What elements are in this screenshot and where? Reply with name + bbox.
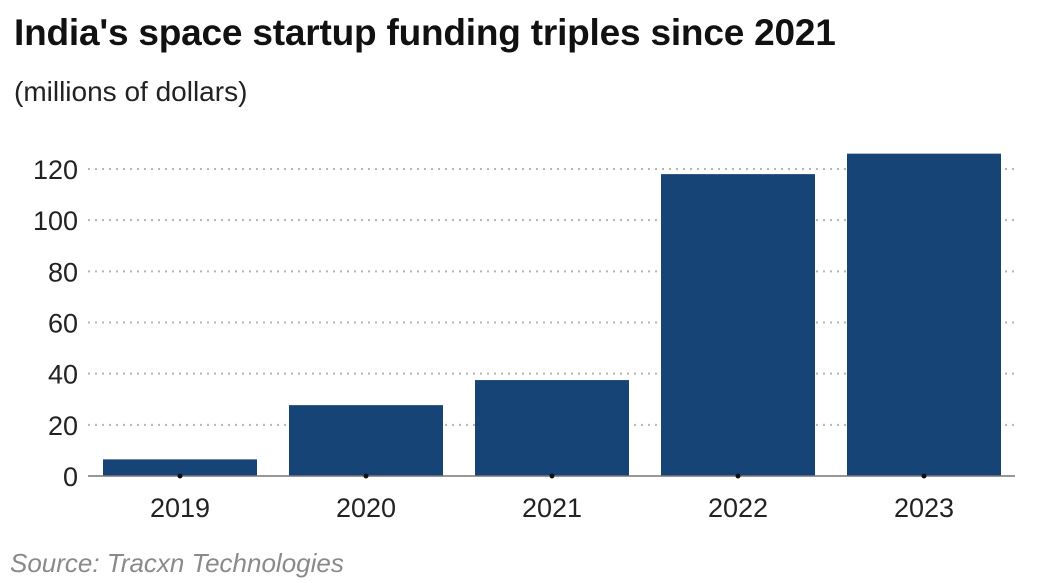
x-tick-mark [921, 473, 927, 479]
x-tick-mark [177, 473, 183, 479]
x-tick-mark [363, 473, 369, 479]
source-note: Source: Tracxn Technologies [10, 548, 344, 578]
y-tick-label: 0 [63, 462, 78, 492]
chart-title: India's space startup funding triples si… [14, 12, 836, 53]
bar-2020 [289, 405, 443, 476]
y-tick-label: 120 [33, 155, 78, 185]
x-tick-mark [735, 473, 741, 479]
y-tick-label: 40 [48, 360, 78, 390]
x-tick-mark [549, 473, 555, 479]
x-tick-label: 2019 [150, 493, 210, 523]
bar-2021 [475, 380, 629, 476]
x-tick-label: 2023 [894, 493, 954, 523]
y-tick-label: 20 [48, 411, 78, 441]
bar-2019 [103, 459, 257, 476]
x-tick-label: 2021 [522, 493, 582, 523]
chart-subtitle: (millions of dollars) [14, 76, 248, 107]
bar-2023 [847, 153, 1001, 476]
y-tick-label: 60 [48, 309, 78, 339]
x-tick-label: 2022 [708, 493, 768, 523]
x-tick-label: 2020 [336, 493, 396, 523]
y-tick-label: 80 [48, 257, 78, 287]
y-tick-label: 100 [33, 206, 78, 236]
bar-2022 [661, 174, 815, 476]
